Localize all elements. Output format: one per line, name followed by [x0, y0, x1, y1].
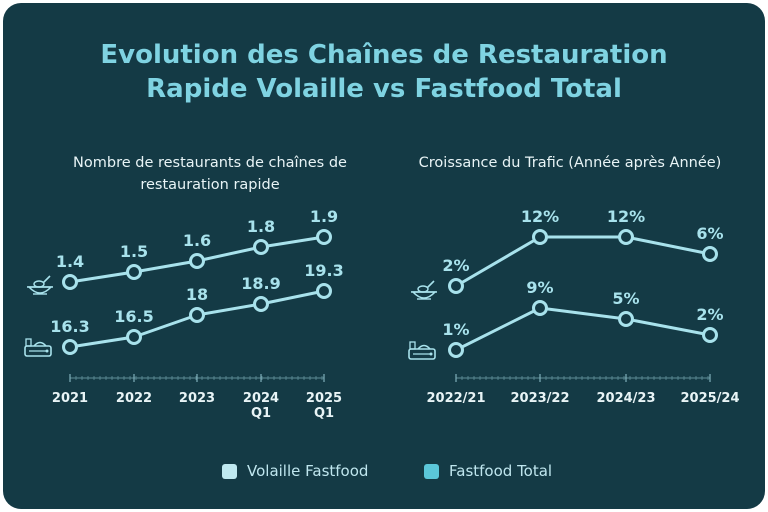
data-label: 19.3 [304, 261, 343, 280]
data-label: 12% [521, 207, 559, 226]
data-point [702, 246, 718, 262]
data-label: 6% [696, 224, 723, 243]
data-point [532, 300, 548, 316]
x-tick-label: 2023 [179, 391, 215, 406]
chart-title-line-2: Rapide Volaille vs Fastfood Total [146, 74, 622, 104]
chicken-bowl-icon [411, 280, 437, 300]
chicken-bowl-icon [27, 275, 53, 295]
data-point [253, 296, 269, 312]
data-label: 2% [442, 256, 469, 275]
legend-swatch-fastfood-total [424, 463, 439, 479]
data-label: 16.3 [50, 317, 89, 336]
data-point [126, 264, 142, 280]
right-chart-title-line-1: Croissance du Trafic (Année après Année) [418, 155, 722, 171]
data-point [62, 339, 78, 355]
data-point [189, 253, 205, 269]
legend-swatch-volaille [222, 463, 237, 479]
legend-item-volaille: Volaille Fastfood [222, 462, 368, 480]
data-point [618, 229, 634, 245]
left-chart-title: Nombre de restaurants de chaînes de rest… [30, 152, 390, 196]
x-tick-label: 2024 [243, 391, 279, 406]
right-chart-title: Croissance du Trafic (Année après Année) [390, 152, 750, 174]
left-chart-title-line-1: Nombre de restaurants de chaînes de [73, 155, 347, 171]
data-label: 1.5 [120, 242, 148, 261]
data-point [448, 278, 464, 294]
data-label: 12% [607, 207, 645, 226]
data-point [189, 307, 205, 323]
data-label: 18 [186, 285, 208, 304]
left-chart-title-line-2: restauration rapide [140, 177, 280, 193]
fastfood-tray-icon [408, 341, 436, 360]
series-line-volaille [455, 235, 711, 288]
data-label: 1% [442, 320, 469, 339]
x-tick-label: 2021 [52, 391, 88, 406]
data-label: 9% [526, 278, 553, 297]
chart-card [3, 3, 765, 509]
data-label: 1.6 [183, 231, 211, 250]
legend-label-fastfood-total: Fastfood Total [449, 462, 553, 480]
data-point [126, 329, 142, 345]
data-point [253, 239, 269, 255]
data-point [532, 229, 548, 245]
data-label: 5% [612, 289, 639, 308]
x-tick-label: 2023/22 [510, 391, 569, 406]
legend-label-volaille: Volaille Fastfood [247, 462, 369, 480]
data-point [62, 274, 78, 290]
data-point [316, 283, 332, 299]
data-label: 2% [696, 305, 723, 324]
data-label: 1.4 [56, 252, 84, 271]
data-point [618, 311, 634, 327]
data-label: 18.9 [241, 274, 280, 293]
data-point [448, 342, 464, 358]
x-tick-label: Q1 [251, 406, 271, 421]
series-line-fastfood-total [455, 306, 711, 352]
data-label: 1.9 [310, 207, 338, 226]
x-tick-label: 2022 [116, 391, 152, 406]
data-point [316, 229, 332, 245]
x-tick-label: 2025/24 [680, 391, 739, 406]
x-tick-label: 2022/21 [426, 391, 485, 406]
data-label: 1.8 [247, 217, 275, 236]
data-point [702, 327, 718, 343]
legend-item-fastfood-total: Fastfood Total [424, 462, 552, 480]
x-tick-label: 2025 [306, 391, 342, 406]
x-tick-label: 2024/23 [596, 391, 655, 406]
fastfood-tray-icon [24, 338, 52, 357]
chart-title-line-1: Evolution des Chaînes de Restauration [100, 40, 668, 70]
x-tick-label: Q1 [314, 406, 334, 421]
data-label: 16.5 [114, 307, 153, 326]
